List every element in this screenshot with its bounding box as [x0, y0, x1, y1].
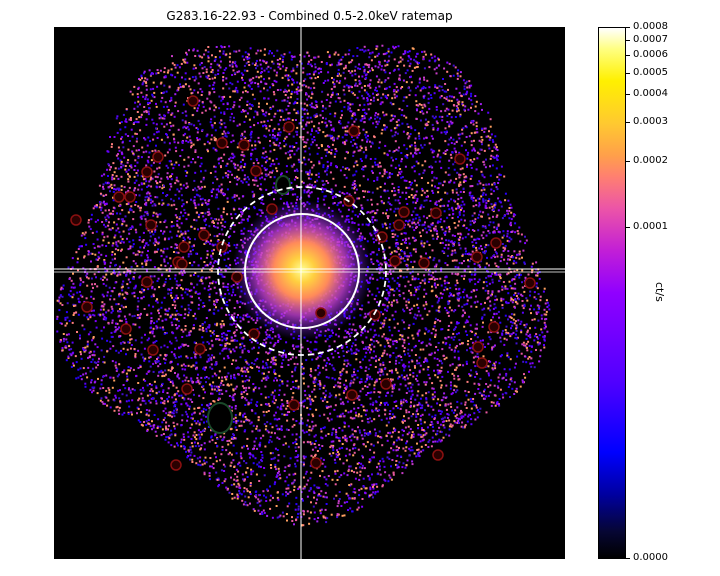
colorbar-tick-label: 0.0004	[633, 88, 668, 99]
outer-aperture-circle	[217, 186, 387, 356]
colorbar-tick-label: 0.0002	[633, 155, 668, 166]
colorbar-tick	[626, 55, 630, 56]
colorbar	[598, 27, 626, 559]
colorbar-ticks: 0.0008 0.0007 0.0006 0.0005 0.0004 0.0003 0.00…	[626, 22, 686, 563]
colorbar-tick	[626, 40, 630, 41]
colorbar-tick-label: 0.0008	[633, 21, 668, 32]
inner-aperture-circle	[244, 213, 360, 329]
colorbar-tick	[626, 558, 630, 559]
ratemap-svg	[54, 27, 565, 559]
colorbar-tick	[626, 73, 630, 74]
colorbar-label: ct/s	[653, 282, 666, 302]
ratemap-image	[54, 27, 565, 559]
colorbar-tick-label: 0.0005	[633, 67, 668, 78]
colorbar-tick	[626, 27, 630, 28]
cluster-core-emission	[232, 200, 372, 340]
colorbar-tick-label: 0.0006	[633, 49, 668, 60]
colorbar-tick-label: 0.0003	[633, 116, 668, 127]
colorbar-tick	[626, 227, 630, 228]
chart-title: G283.16-22.93 - Combined 0.5-2.0keV rate…	[166, 9, 453, 23]
colorbar-tick-label: 0.0007	[633, 34, 668, 45]
colorbar-tick	[626, 94, 630, 95]
colorbar-tick	[626, 122, 630, 123]
source-masks	[70, 95, 536, 471]
extended-source-mask	[207, 402, 233, 434]
colorbar-tick-label: 0.0000	[633, 552, 668, 563]
colorbar-tick-label: 0.0001	[633, 221, 668, 232]
colorbar-tick	[626, 161, 630, 162]
